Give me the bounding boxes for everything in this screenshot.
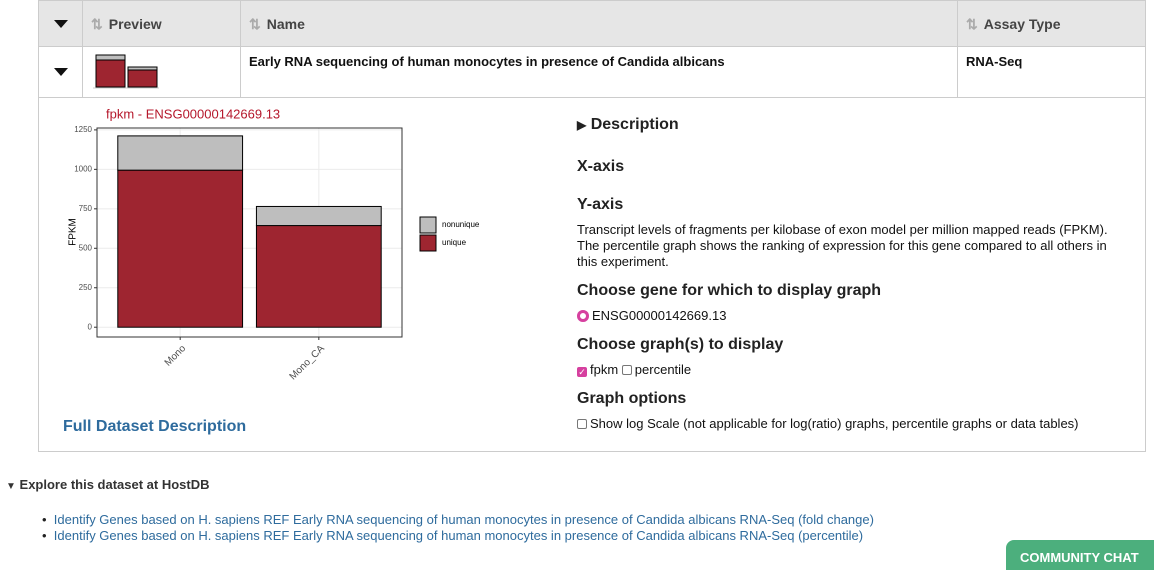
y-tick-label: 1000 bbox=[74, 164, 92, 173]
dataset-name: Early RNA sequencing of human monocytes … bbox=[249, 54, 725, 69]
y-axis-label: FPKM bbox=[68, 218, 79, 246]
full-dataset-link[interactable]: Full Dataset Description bbox=[63, 418, 247, 435]
bar-segment bbox=[117, 169, 244, 328]
name-cell: Early RNA sequencing of human monocytes … bbox=[240, 46, 958, 98]
y-tick-label: 500 bbox=[79, 243, 93, 252]
explore-link[interactable]: Identify Genes based on H. sapiens REF E… bbox=[53, 528, 864, 543]
y-tick-label: 0 bbox=[88, 322, 93, 331]
expand-header[interactable] bbox=[38, 0, 83, 47]
preview-cell bbox=[82, 46, 241, 98]
choose-graphs-heading: Choose graph(s) to display bbox=[577, 336, 784, 353]
description-toggle[interactable]: ▶ Description bbox=[577, 116, 679, 133]
column-title: Preview bbox=[108, 16, 162, 32]
bar-segment bbox=[255, 205, 382, 227]
bar-segment bbox=[117, 135, 244, 171]
expanded-panel bbox=[38, 97, 1146, 452]
choose-gene-heading: Choose gene for which to display graph bbox=[577, 282, 882, 299]
page: ⇅ Preview ⇅ Name ⇅ Assay Type Early RNA seq… bbox=[6, 0, 1154, 570]
y-axis-heading: Y-axis bbox=[577, 196, 624, 213]
preview-thumbnail bbox=[93, 54, 159, 89]
legend-key bbox=[419, 234, 437, 252]
column-header[interactable]: ⇅ Assay Type bbox=[957, 0, 1146, 47]
gene-radio[interactable]: ENSG00000142669.13 bbox=[577, 308, 726, 324]
column-header[interactable]: ⇅ Name bbox=[240, 0, 958, 47]
legend-label: nonunique bbox=[442, 220, 480, 229]
explore-title: Explore this dataset at HostDB bbox=[19, 477, 210, 492]
checkbox-label: Show log Scale (not applicable for log(r… bbox=[590, 416, 1079, 431]
list-item: • Identify Genes based on H. sapiens REF… bbox=[42, 528, 864, 543]
explore-link[interactable]: Identify Genes based on H. sapiens REF E… bbox=[53, 512, 874, 527]
graph-checkboxes: ✓ fpkm percentile bbox=[577, 362, 692, 377]
y-tick-label: 750 bbox=[79, 204, 93, 213]
y-axis-text: Transcript levels of fragments per kilob… bbox=[577, 222, 1108, 269]
expand-toggle[interactable] bbox=[38, 46, 83, 98]
list-item: • Identify Genes based on H. sapiens REF… bbox=[42, 512, 874, 527]
plot-border bbox=[96, 127, 403, 338]
y-tick-label: 250 bbox=[79, 283, 93, 292]
x-tick-label: Mono bbox=[163, 343, 189, 369]
bar-segment bbox=[255, 225, 382, 328]
column-header[interactable]: ⇅ Preview bbox=[82, 0, 241, 47]
graph-options-heading: Graph options bbox=[577, 390, 687, 407]
log-scale-option[interactable]: Show log Scale (not applicable for log(r… bbox=[577, 416, 1079, 432]
checkbox-label[interactable]: fpkm bbox=[590, 362, 619, 377]
chat-button[interactable]: COMMUNITY CHAT bbox=[1006, 540, 1154, 570]
legend-label: unique bbox=[442, 238, 467, 247]
chart-title: fpkm - ENSG00000142669.13 bbox=[106, 106, 280, 121]
explore-heading[interactable]: ▼ Explore this dataset at HostDB bbox=[6, 477, 210, 492]
assay-cell: RNA-Seq bbox=[957, 46, 1146, 98]
y-tick-label: 1250 bbox=[74, 125, 92, 134]
column-title: Assay Type bbox=[983, 16, 1061, 32]
x-axis-heading: X-axis bbox=[577, 158, 625, 175]
legend-key bbox=[419, 216, 437, 234]
checkbox-label[interactable]: percentile bbox=[634, 362, 692, 377]
gene-option: ENSG00000142669.13 bbox=[592, 308, 727, 323]
description-label: Description bbox=[590, 116, 679, 133]
assay-type: RNA-Seq bbox=[966, 54, 1023, 69]
chart: fpkm - ENSG00000142669.13 FPKM 0 250 500 75… bbox=[68, 106, 480, 382]
x-tick-label: Mono_CA bbox=[288, 343, 327, 382]
explore-links: • Identify Genes based on H. sapiens REF… bbox=[42, 512, 874, 544]
column-title: Name bbox=[266, 16, 305, 32]
